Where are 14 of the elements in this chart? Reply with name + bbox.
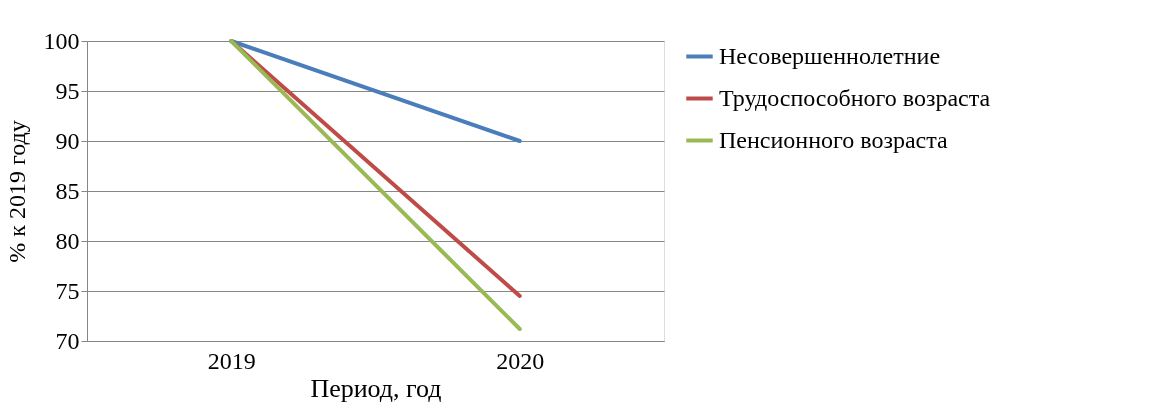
x-tick-label: 2019 (207, 347, 256, 374)
legend-label: Пенсионного возраста (719, 126, 948, 153)
x-tick-label: 2020 (496, 347, 545, 374)
y-axis-title: % к 2019 году (3, 120, 30, 263)
y-tick-label: 100 (43, 27, 80, 54)
y-tick-label: 90 (55, 127, 80, 154)
y-tick-label: 75 (55, 277, 80, 304)
legend-label: Несовершеннолетние (719, 42, 941, 69)
y-tick-label: 70 (55, 327, 80, 354)
legend-label: Трудоспособного возраста (719, 84, 991, 111)
y-tick-label: 80 (55, 227, 80, 254)
y-tick-label: 95 (55, 77, 80, 104)
x-axis-title: Период, год (310, 373, 442, 403)
y-tick-label: 85 (55, 177, 80, 204)
